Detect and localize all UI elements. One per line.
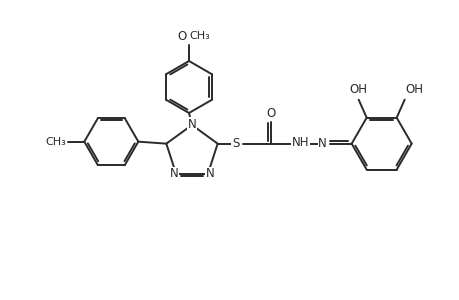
Text: N: N [187, 118, 196, 130]
Text: N: N [318, 137, 326, 150]
Text: S: S [231, 137, 239, 150]
Text: O: O [265, 107, 274, 120]
Text: O: O [177, 29, 186, 43]
Text: OH: OH [405, 83, 423, 96]
Text: OH: OH [349, 83, 367, 96]
Text: N: N [205, 167, 214, 180]
Text: N: N [169, 167, 178, 180]
Text: NH: NH [291, 136, 309, 149]
Text: CH₃: CH₃ [45, 137, 66, 147]
Text: CH₃: CH₃ [189, 31, 209, 41]
